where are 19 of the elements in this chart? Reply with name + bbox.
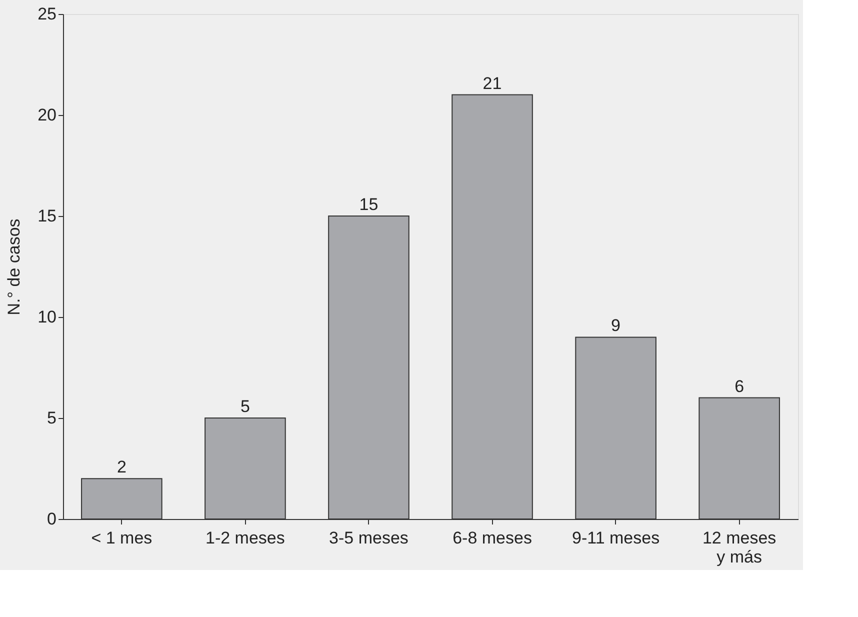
y-tick-label: 10 (38, 308, 56, 326)
data-label: 5 (240, 397, 250, 416)
y-axis-title: N.° de casos (4, 218, 24, 316)
x-tick-label: 6-8 meses (452, 528, 532, 548)
data-label: 6 (734, 376, 744, 396)
x-tick-label: < 1 mes (91, 528, 152, 548)
y-tick-label: 5 (47, 408, 56, 428)
y-tick-label: 15 (38, 206, 56, 226)
data-label: 9 (611, 316, 621, 336)
x-tick-label: 1-2 meses (206, 528, 285, 548)
data-label: 2 (116, 458, 126, 477)
data-label: 21 (482, 74, 502, 93)
y-tick-label: 20 (38, 106, 56, 124)
x-tick-label: 3-5 meses (329, 528, 408, 548)
x-tick-label: 9-11 meses (572, 528, 660, 548)
y-tick-label: 25 (38, 4, 56, 24)
y-tick-label: 0 (47, 510, 56, 528)
data-label: 15 (359, 195, 378, 214)
x-tick-label: 12 meses y más (702, 528, 776, 566)
